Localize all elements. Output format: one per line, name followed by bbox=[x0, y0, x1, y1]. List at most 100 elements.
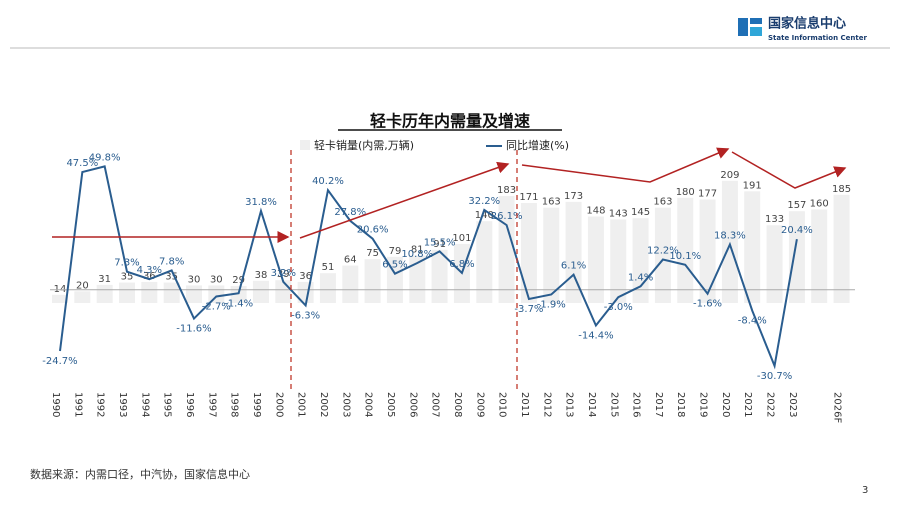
x-tick-label: 2002 bbox=[318, 392, 329, 417]
bar-value-label: 171 bbox=[519, 192, 538, 203]
line-value-label: 32.2% bbox=[468, 196, 500, 207]
bar-value-label: 35 bbox=[121, 272, 134, 283]
line-value-label: 31.8% bbox=[245, 197, 277, 208]
line-value-label: -11.6% bbox=[176, 324, 211, 335]
legend-label: 同比增速(%) bbox=[506, 138, 569, 152]
bar bbox=[252, 280, 269, 303]
bar-value-label: 148 bbox=[586, 205, 605, 216]
line-value-label: 7.8% bbox=[159, 256, 184, 267]
x-tick-label: 2026F bbox=[832, 392, 843, 423]
bar bbox=[163, 282, 180, 303]
bar bbox=[141, 281, 158, 303]
bar-value-label: 81 bbox=[411, 245, 424, 256]
bar bbox=[788, 211, 805, 303]
bar bbox=[185, 285, 202, 303]
line-value-label: 18.3% bbox=[714, 230, 746, 241]
bar bbox=[721, 180, 738, 303]
bar-value-label: 30 bbox=[188, 274, 201, 285]
bar bbox=[699, 199, 716, 303]
x-tick-label: 1991 bbox=[72, 392, 83, 417]
bar bbox=[543, 207, 560, 303]
line-value-label: 6.8% bbox=[449, 259, 474, 270]
line-value-label: 27.8% bbox=[334, 207, 366, 218]
trend-arrow bbox=[731, 151, 847, 189]
x-tick-label: 2008 bbox=[452, 392, 463, 417]
bar-value-label: 38 bbox=[255, 270, 268, 281]
bar-value-label: 180 bbox=[676, 187, 695, 198]
bar-value-label: 173 bbox=[564, 191, 583, 202]
chart-title: 轻卡历年内需量及增速 bbox=[370, 112, 530, 131]
x-tick-label: 2006 bbox=[407, 392, 418, 417]
bar-value-label: 185 bbox=[832, 184, 851, 195]
x-tick-label: 2000 bbox=[273, 392, 284, 417]
bar-value-label: 163 bbox=[542, 197, 561, 208]
line-value-label: 10.8% bbox=[401, 249, 433, 260]
bar-value-label: 31 bbox=[98, 274, 111, 285]
bar bbox=[342, 265, 359, 303]
line-value-label: 12.2% bbox=[647, 246, 679, 257]
bar bbox=[632, 218, 649, 303]
x-tick-label: 1997 bbox=[206, 392, 217, 417]
legend-swatch bbox=[300, 140, 310, 150]
bar-value-label: 30 bbox=[210, 274, 223, 285]
bar bbox=[52, 294, 68, 303]
x-tick-label: 2014 bbox=[586, 392, 597, 417]
org-name-en: State Information Center bbox=[768, 34, 867, 42]
x-tick-label: 2022 bbox=[765, 392, 776, 417]
line-value-label: -1.9% bbox=[537, 299, 566, 310]
x-tick-label: 1996 bbox=[184, 392, 195, 417]
trend-arrow bbox=[521, 147, 730, 183]
bar-value-label: 101 bbox=[452, 233, 471, 244]
line-value-label: 20.6% bbox=[357, 225, 389, 236]
bar-value-label: 39 bbox=[277, 269, 290, 280]
logo-icon bbox=[750, 27, 762, 36]
x-tick-label: 1995 bbox=[162, 392, 173, 417]
trend-arrow bbox=[299, 161, 510, 239]
bar-value-label: 35 bbox=[165, 272, 178, 283]
line-value-label: 20.4% bbox=[781, 225, 813, 236]
bar bbox=[275, 280, 292, 303]
line-value-label: -1.6% bbox=[693, 299, 722, 310]
x-tick-label: 2005 bbox=[385, 392, 396, 417]
bar bbox=[364, 259, 381, 303]
bar-value-label: 64 bbox=[344, 255, 357, 266]
bar-value-label: 183 bbox=[497, 185, 516, 196]
logo-icon bbox=[750, 18, 762, 24]
x-tick-label: 2001 bbox=[296, 392, 307, 417]
bar-value-label: 20 bbox=[76, 280, 89, 291]
bar bbox=[319, 273, 336, 303]
bar-value-label: 209 bbox=[720, 170, 739, 181]
x-tick-label: 1992 bbox=[95, 392, 106, 417]
bar bbox=[230, 286, 247, 303]
bar bbox=[654, 207, 671, 303]
bar bbox=[409, 255, 426, 303]
bar-value-label: 157 bbox=[787, 200, 806, 211]
bar-value-label: 163 bbox=[653, 197, 672, 208]
x-tick-label: 2018 bbox=[675, 392, 686, 417]
line-value-label: 26.1% bbox=[491, 211, 523, 222]
bar bbox=[610, 219, 627, 303]
bar-value-label: 51 bbox=[322, 262, 335, 273]
line-value-label: -30.7% bbox=[757, 371, 792, 382]
x-tick-label: 1993 bbox=[117, 392, 128, 417]
bar-value-label: 177 bbox=[698, 189, 717, 200]
x-tick-label: 2017 bbox=[653, 392, 664, 417]
line-value-label: 40.2% bbox=[312, 176, 344, 187]
bar bbox=[520, 203, 537, 303]
bar-value-label: 79 bbox=[389, 246, 402, 257]
x-tick-label: 2010 bbox=[497, 392, 508, 417]
bar bbox=[96, 284, 113, 303]
bar-value-label: 91 bbox=[433, 239, 446, 250]
bar bbox=[744, 191, 761, 303]
line-value-label: 1.4% bbox=[628, 272, 653, 283]
bar-value-label: 145 bbox=[631, 207, 650, 218]
page-number: 3 bbox=[862, 485, 868, 496]
x-tick-label: 1994 bbox=[139, 392, 150, 417]
x-tick-label: 2012 bbox=[541, 392, 552, 417]
line-value-label: 15.5% bbox=[424, 237, 456, 248]
x-tick-label: 2019 bbox=[698, 392, 709, 417]
line-value-label: 4.3% bbox=[137, 265, 162, 276]
bar bbox=[118, 282, 135, 303]
bar-value-label: 191 bbox=[743, 180, 762, 191]
line-value-label: 47.5% bbox=[66, 158, 98, 169]
